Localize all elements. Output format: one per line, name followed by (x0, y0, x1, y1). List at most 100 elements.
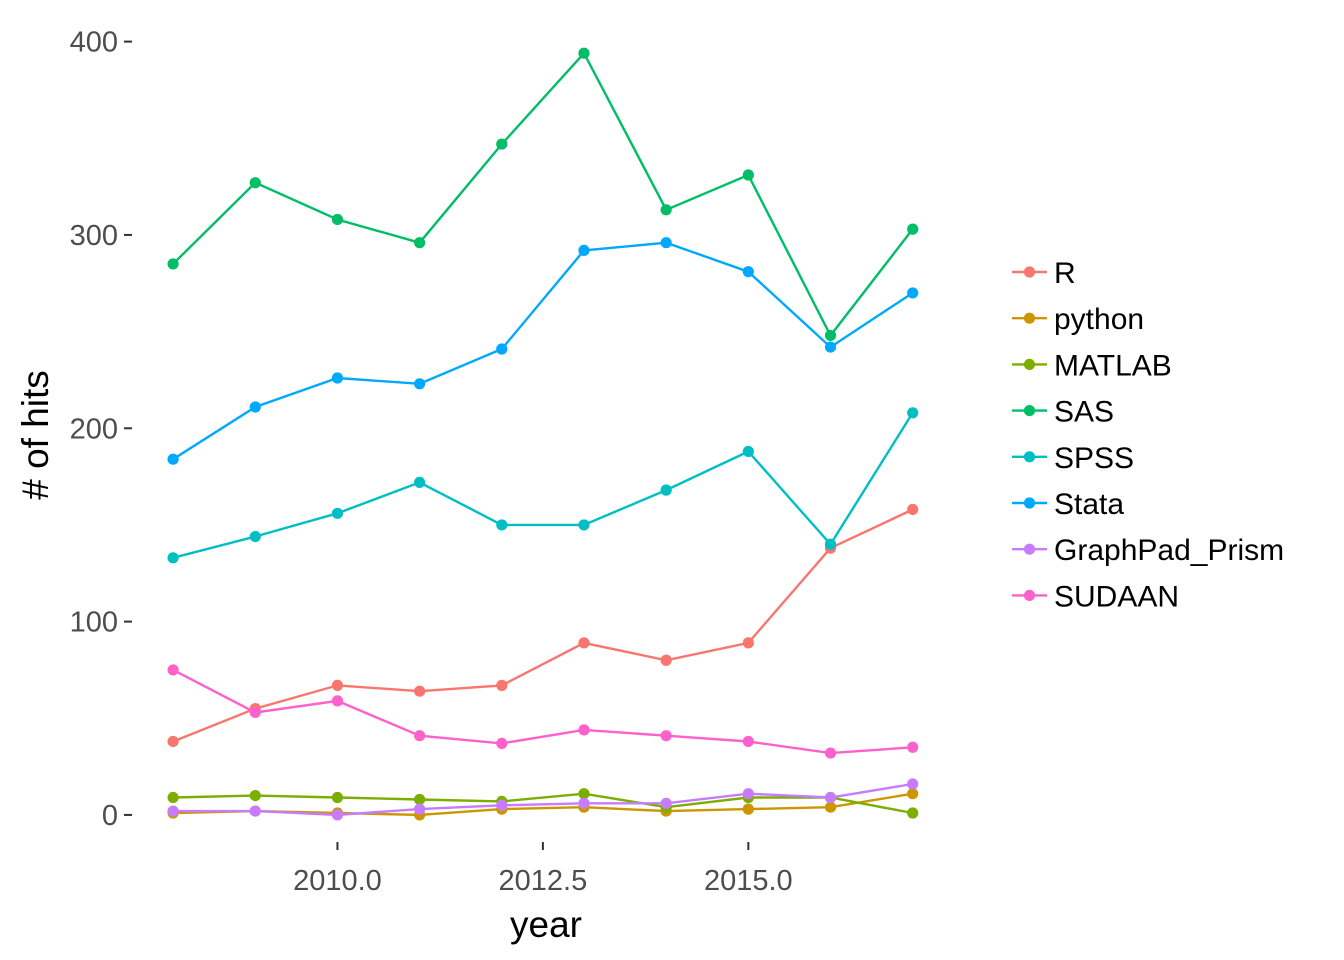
data-point (660, 654, 672, 666)
data-point (907, 407, 919, 419)
data-point (249, 706, 261, 719)
data-point (578, 724, 590, 736)
data-point (414, 685, 426, 697)
data-point (742, 735, 754, 748)
data-point (578, 637, 590, 649)
data-point (414, 793, 426, 806)
data-point (167, 453, 179, 465)
data-point (824, 747, 837, 759)
data-point (249, 177, 261, 189)
data-point (249, 790, 261, 802)
series-line (172, 412, 914, 559)
data-point (331, 372, 344, 384)
data-point (742, 266, 754, 278)
legend-item: SUDAAN (1012, 580, 1179, 613)
data-point (907, 287, 919, 299)
y-tick-label: 300 (70, 220, 118, 252)
data-point (331, 507, 344, 519)
data-point (496, 679, 508, 692)
data-point (660, 204, 672, 216)
data-point (331, 791, 344, 804)
series-line (173, 792, 913, 815)
data-point (414, 378, 426, 390)
y-tick-label: 100 (70, 607, 118, 639)
data-point (331, 213, 344, 226)
series-sudaan (167, 664, 919, 759)
data-point (907, 503, 919, 516)
data-point (414, 237, 426, 249)
legend-item: SPSS (1012, 442, 1134, 475)
data-point (660, 237, 672, 249)
data-point (660, 730, 672, 742)
legend-item: python (1012, 303, 1144, 336)
data-point (907, 807, 919, 819)
data-point (578, 797, 590, 809)
data-point (578, 788, 590, 800)
legend-key-point (1023, 497, 1036, 509)
data-point (496, 343, 508, 355)
y-axis-title: # of hits (15, 370, 56, 500)
y-tick-label: 200 (70, 413, 118, 445)
series-line (172, 51, 914, 338)
data-point (907, 778, 919, 790)
series-line (172, 668, 913, 755)
series-stata (167, 237, 919, 465)
legend-label: GraphPad_Prism (1054, 534, 1284, 567)
data-point (167, 552, 179, 564)
legend-label: SPSS (1054, 442, 1134, 475)
data-point (496, 737, 508, 750)
legend-item: Stata (1012, 488, 1124, 521)
data-point (824, 538, 837, 550)
data-point (167, 664, 179, 676)
x-tick-label: 2012.5 (499, 865, 588, 897)
legend-key-point (1023, 358, 1036, 370)
y-tick-label: 400 (70, 27, 118, 59)
legend-item: R (1012, 257, 1076, 290)
legend-key-point (1023, 312, 1036, 324)
data-point (414, 476, 426, 488)
x-axis-title: year (510, 904, 582, 945)
legend-item: GraphPad_Prism (1012, 534, 1284, 567)
legend-item: MATLAB (1012, 349, 1172, 382)
legend-item: SAS (1012, 396, 1114, 429)
data-point (496, 799, 508, 811)
legend-key-point (1023, 451, 1036, 463)
data-point (167, 735, 179, 748)
data-point (578, 244, 590, 256)
data-point (824, 341, 837, 353)
legend-key-point (1023, 543, 1036, 555)
data-point (907, 223, 919, 235)
x-tick-label: 2015.0 (704, 865, 793, 897)
series-r (167, 503, 919, 748)
legend-label: SUDAAN (1054, 580, 1179, 613)
data-point (742, 637, 754, 649)
data-point (907, 741, 919, 753)
data-point (496, 519, 508, 531)
x-tick-label: 2010.0 (293, 865, 382, 897)
data-point (742, 169, 754, 181)
legend-label: python (1054, 303, 1144, 336)
plot-area (167, 47, 919, 821)
legend-label: R (1054, 257, 1076, 290)
data-point (742, 445, 754, 458)
legend-label: SAS (1054, 396, 1114, 429)
y-axis: 0 100 200 300 400 (70, 27, 132, 832)
data-point (414, 730, 426, 742)
data-point (824, 801, 837, 813)
data-point (331, 679, 344, 692)
data-point (249, 805, 261, 817)
legend-label: Stata (1054, 488, 1124, 521)
data-point (167, 805, 179, 817)
series-sas (167, 47, 919, 342)
series-line (172, 241, 914, 461)
x-axis: 2010.0 2012.5 2015.0 (293, 842, 793, 897)
legend-key-point (1023, 589, 1036, 602)
data-point (249, 530, 261, 543)
data-point (824, 329, 837, 342)
series-graphpad-prism (167, 778, 919, 821)
series-line (173, 782, 913, 817)
data-point (414, 803, 426, 815)
data-point (824, 791, 837, 804)
